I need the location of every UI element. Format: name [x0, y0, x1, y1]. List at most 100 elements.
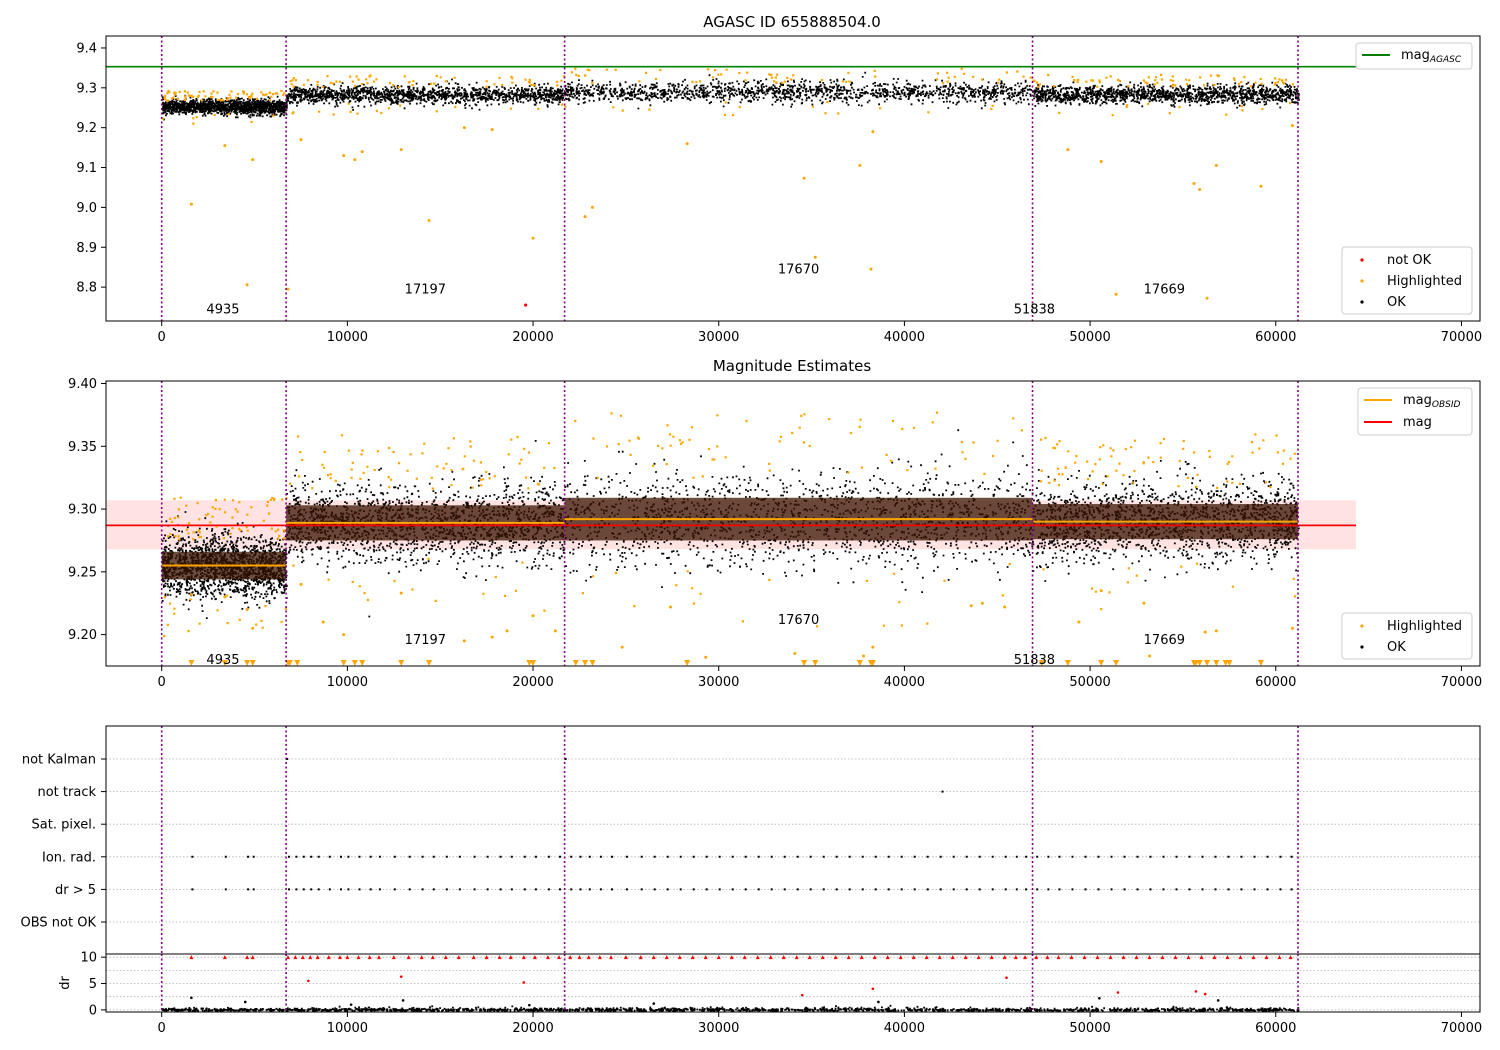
agasc-outlier-point — [583, 215, 587, 219]
agasc-obsid-label: 51838 — [1014, 303, 1055, 318]
legend-mag-obsid-label: mag — [1403, 393, 1432, 408]
estimates-below-range-marker — [582, 660, 589, 666]
agasc-outlier-point — [462, 126, 466, 130]
agasc-outlier-point — [1205, 296, 1209, 300]
dr-point — [528, 1003, 531, 1007]
estimates-below-range-marker — [1038, 660, 1045, 666]
agasc-outlier-point — [189, 202, 193, 206]
legend-highlighted-label-2: Highlighted — [1387, 619, 1462, 634]
estimates-x-tick-label: 10000 — [327, 675, 368, 690]
estimates-axes: 0 10000 20000 30000 40000 50000 60000 70000 9.20… — [68, 377, 1482, 690]
estimates-below-range-marker — [684, 660, 691, 666]
estimates-x-tick-label: 40000 — [884, 675, 925, 690]
dr-high-point — [871, 987, 875, 991]
agasc-line-legend: magAGASC — [1355, 42, 1473, 70]
agasc-y-tick-label: 9.2 — [76, 121, 97, 136]
agasc-y-tick-label: 8.9 — [76, 241, 97, 256]
agasc-outlier-point — [858, 164, 862, 168]
estimates-outlier-point — [189, 592, 193, 596]
estimates-below-range-marker — [359, 660, 366, 666]
legend-highlighted-label: Highlighted — [1387, 274, 1462, 289]
flag-points-row-3 — [191, 855, 1293, 858]
agasc-outlier-point — [223, 144, 227, 148]
agasc-y-tick-label: 9.1 — [76, 161, 97, 176]
agasc-obsid-label: 17670 — [778, 263, 819, 278]
agasc-y-tick-label: 9.3 — [76, 81, 97, 96]
estimates-below-range-marker — [351, 660, 358, 666]
agasc-outlier-point — [1192, 181, 1196, 185]
agasc-panel-title: AGASC ID 655888504.0 — [703, 13, 881, 31]
estimates-below-range-marker — [1113, 660, 1120, 666]
agasc-outlier-point — [802, 176, 806, 180]
dr-point — [1098, 996, 1101, 1000]
estimates-y-tick-label: 9.25 — [68, 565, 97, 580]
estimates-outlier-point — [399, 591, 403, 595]
estimates-obsid-label: 51838 — [1014, 653, 1055, 668]
legend-highlighted-marker — [1360, 279, 1364, 283]
agasc-outlier-point — [353, 158, 357, 162]
legend-not-ok-marker — [1360, 258, 1364, 262]
estimates-below-range-marker — [589, 660, 596, 666]
agasc-outlier-point — [1198, 187, 1202, 191]
agasc-outlier-point — [1114, 292, 1118, 296]
dr-high-point — [1116, 991, 1120, 994]
agasc-outlier-point — [869, 267, 873, 271]
dr-point — [190, 996, 193, 1000]
dr-plot-area — [106, 954, 1480, 1012]
estimates-outlier-point — [1077, 620, 1081, 624]
estimates-outlier-point — [871, 645, 875, 649]
estimates-below-range-marker — [1257, 660, 1264, 666]
estimates-outlier-point — [1214, 629, 1218, 633]
estimates-x-tick-label: 0 — [158, 675, 166, 690]
estimates-below-range-marker — [1064, 660, 1071, 666]
estimates-outlier-point — [342, 633, 346, 637]
agasc-seg-0-highlighted-points — [161, 89, 286, 125]
agasc-axes: 0 10000 20000 30000 40000 50000 60000 70000 8.8 8… — [76, 41, 1482, 345]
dr-x-tick-label: 60000 — [1255, 1021, 1296, 1036]
agasc-x-tick-label: 50000 — [1069, 330, 1110, 345]
agasc-not-ok-point — [524, 303, 528, 307]
estimates-below-range-marker — [812, 660, 819, 666]
agasc-outlier-point — [813, 255, 817, 259]
agasc-outlier-point — [1259, 184, 1263, 188]
dr-point — [243, 1000, 247, 1004]
estimates-x-tick-label: 20000 — [512, 675, 553, 690]
dr-high-point — [522, 981, 526, 984]
estimates-outlier-point — [1147, 654, 1151, 658]
agasc-y-tick-label: 8.8 — [76, 281, 97, 296]
legend-ok-label-2: OK — [1387, 640, 1406, 655]
estimates-y-tick-label: 9.35 — [68, 440, 97, 455]
flags-category-label: dr > 5 — [55, 883, 96, 898]
estimates-outlier-point — [1099, 589, 1103, 593]
legend-ok-marker-2 — [1360, 645, 1364, 649]
estimates-obsid-label: 17669 — [1144, 633, 1185, 648]
flags-axes: not Kalman not track Sat. pixel. Ion. rad. d… — [21, 753, 106, 931]
agasc-y-tick-label: 9.0 — [76, 201, 97, 216]
legend-mag-obsid-sub: OBSID — [1432, 400, 1461, 410]
flags-category-label: Sat. pixel. — [32, 818, 96, 833]
agasc-obsid-label: 4935 — [206, 303, 239, 318]
flags-category-label: not track — [37, 785, 96, 800]
dr-high-point — [1194, 990, 1198, 993]
estimates-outlier-point — [251, 626, 255, 630]
agasc-outlier-point — [1214, 164, 1218, 168]
estimates-below-range-marker — [221, 660, 228, 666]
estimates-obsid-label: 17670 — [778, 613, 819, 628]
agasc-outlier-point — [427, 219, 431, 223]
estimates-axes-frame — [105, 380, 1481, 667]
agasc-outlier-point — [342, 154, 346, 158]
estimates-outlier-point — [969, 604, 973, 608]
estimates-outlier-point — [704, 655, 708, 659]
estimates-outlier-point — [245, 608, 249, 612]
estimates-outlier-point — [505, 629, 509, 633]
estimates-outlier-point — [793, 651, 797, 655]
estimates-outlier-point — [223, 595, 227, 599]
agasc-outlier-point — [399, 148, 403, 152]
magnitude-estimates-panel: Magnitude Estimates 4935 17197 17670 51838 1… — [68, 357, 1482, 690]
agasc-outlier-point — [251, 158, 255, 162]
estimates-outlier-point — [980, 601, 984, 605]
estimates-below-range-marker — [286, 660, 293, 666]
svg-text:magOBSID: magOBSID — [1403, 393, 1461, 410]
estimates-outlier-point — [1142, 601, 1146, 605]
